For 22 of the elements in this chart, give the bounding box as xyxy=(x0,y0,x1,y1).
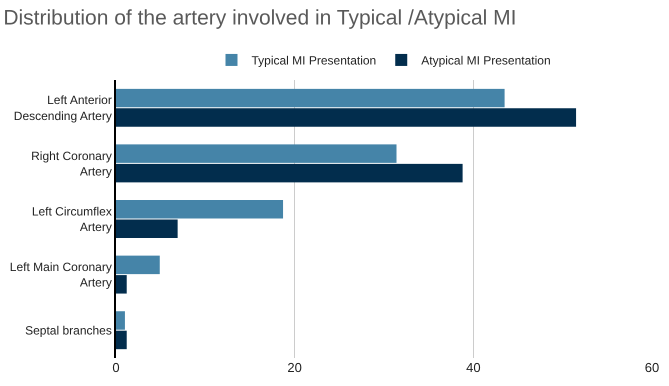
bar xyxy=(116,144,397,163)
chart-title: Distribution of the artery involved in Typical /Atypical MI xyxy=(3,6,517,30)
y-tick-label: Septal branches xyxy=(25,323,112,338)
bar xyxy=(116,275,127,294)
bar xyxy=(116,330,127,350)
x-tick-label: 20 xyxy=(287,360,302,375)
bar xyxy=(116,108,576,127)
bar xyxy=(116,88,505,108)
bar xyxy=(116,164,463,182)
legend-label: Atypical MI Presentation xyxy=(421,54,551,68)
bar xyxy=(116,200,284,219)
bar xyxy=(116,311,125,330)
x-tick-label: 0 xyxy=(112,360,120,375)
y-tick-label: Right Coronary Artery xyxy=(31,148,112,178)
y-tick-label: Left Main Coronary Artery xyxy=(10,260,112,290)
bar xyxy=(116,219,178,238)
x-tick-label: 40 xyxy=(466,360,481,375)
y-tick-label: Left Circumflex Artery xyxy=(32,204,112,234)
y-tick-label: Left Anterior Descending Artery xyxy=(14,93,112,123)
bar xyxy=(116,256,160,274)
legend-label: Typical MI Presentation xyxy=(252,54,376,68)
x-tick-label: 60 xyxy=(644,360,660,375)
